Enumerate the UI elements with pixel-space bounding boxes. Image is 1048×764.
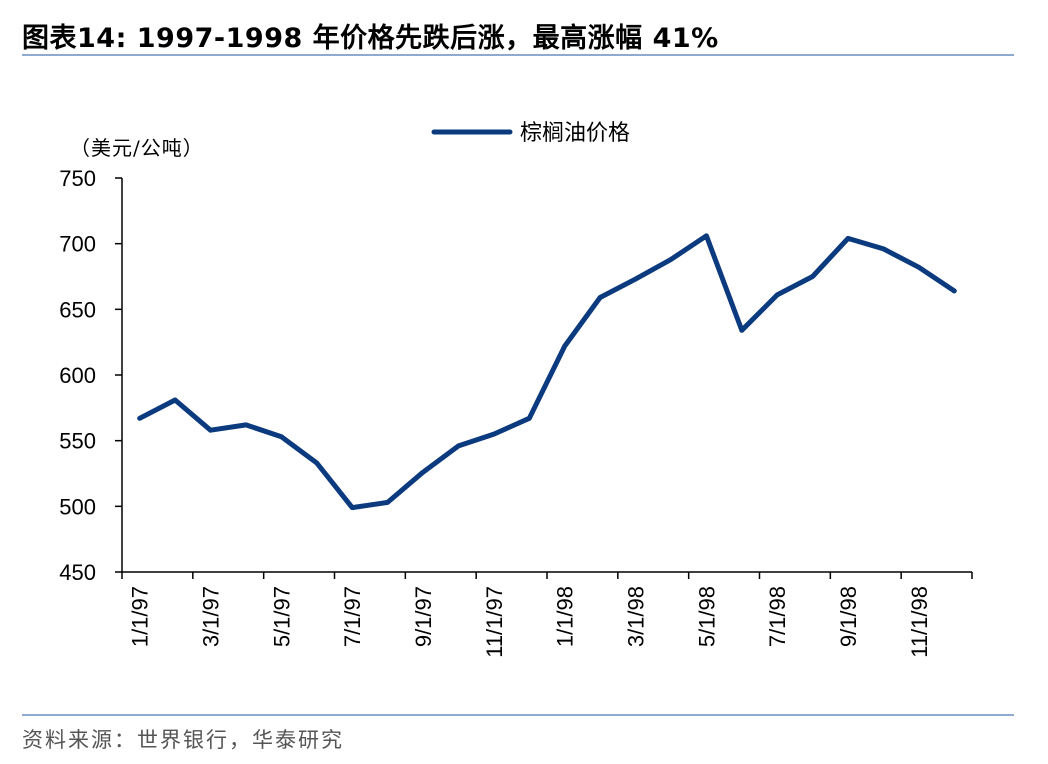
data-point [172, 397, 178, 403]
data-point [527, 416, 532, 421]
data-point [739, 328, 744, 333]
data-point [597, 295, 603, 300]
chart-series [137, 233, 957, 511]
data-point [350, 505, 355, 510]
x-axis-ticks: 1/1/97 3/1/97 5/1/97 7/1/97 9/1/97 11/1/97 1/1… [121, 572, 973, 658]
data-point [668, 257, 674, 262]
data-point [137, 416, 142, 421]
data-point [916, 265, 922, 270]
x-tick-label: 3/1/97 [199, 586, 224, 647]
data-point [456, 443, 461, 449]
footer-divider [22, 714, 1014, 716]
figure-title: 图表14: 1997-1998 年价格先跌后涨，最高涨幅 41% [22, 23, 719, 54]
x-tick-label: 11/1/97 [482, 586, 507, 658]
title-divider [22, 54, 1014, 56]
y-tick-label: 600 [59, 363, 96, 388]
y-tick-label: 500 [59, 494, 96, 519]
chart-axes [121, 178, 972, 573]
data-point [562, 343, 567, 349]
data-point [491, 431, 497, 437]
x-tick-label: 3/1/98 [624, 586, 649, 647]
x-tick-label: 5/1/97 [269, 586, 294, 647]
data-point [881, 246, 886, 252]
y-tick-label: 450 [59, 560, 96, 585]
chart-legend: 棕榈油价格 [431, 121, 630, 146]
source-note: 资料来源：世界银行，华泰研究 [22, 728, 344, 752]
data-point [279, 434, 284, 439]
data-point [810, 274, 815, 279]
y-axis-unit-label: （美元/公吨） [70, 136, 204, 160]
data-point [385, 500, 390, 505]
data-point [775, 292, 780, 298]
x-tick-label: 5/1/98 [694, 586, 719, 647]
data-point [704, 233, 709, 238]
data-point [420, 469, 426, 475]
data-point [314, 460, 319, 466]
data-point [208, 427, 213, 433]
y-axis-ticks: 450 500 550 600 650 700 750 [59, 166, 122, 585]
data-point [243, 422, 249, 428]
x-tick-label: 7/1/98 [765, 586, 790, 647]
legend-label: 棕榈油价格 [520, 121, 630, 146]
x-tick-label: 1/1/97 [128, 586, 153, 647]
data-point [952, 288, 957, 294]
y-tick-label: 750 [59, 166, 96, 191]
series-line-palm-oil-price [137, 233, 957, 511]
x-tick-label: 1/1/98 [553, 586, 578, 647]
x-tick-label: 9/1/97 [411, 586, 436, 647]
x-tick-label: 7/1/97 [340, 586, 365, 647]
y-tick-label: 650 [59, 297, 96, 322]
y-tick-label: 700 [59, 232, 96, 257]
x-tick-label: 11/1/98 [907, 586, 932, 658]
x-tick-label: 9/1/98 [836, 586, 861, 647]
data-point [845, 236, 851, 241]
data-point [633, 276, 638, 282]
y-tick-label: 550 [59, 429, 96, 454]
